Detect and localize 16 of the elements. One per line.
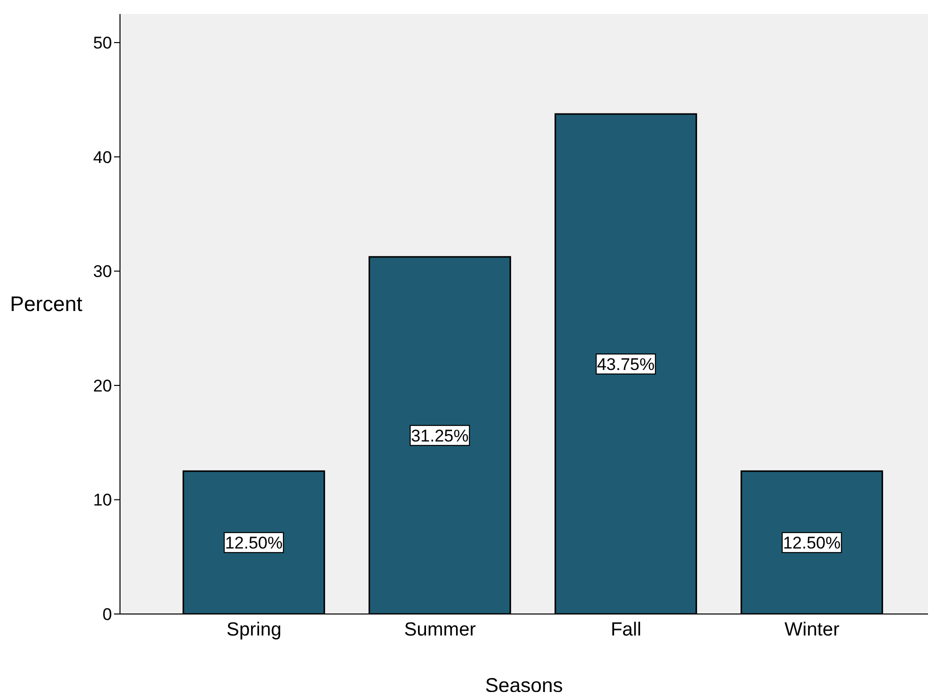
x-tick-label: Fall <box>610 619 642 640</box>
x-tick-label: Summer <box>404 619 477 640</box>
data-label: 31.25% <box>410 426 469 446</box>
y-tick-label: 0 <box>102 605 112 624</box>
y-tick-label: 20 <box>93 376 112 396</box>
data-label: 43.75% <box>596 355 655 374</box>
x-axis-title: Seasons <box>485 675 563 697</box>
y-tick-label: 50 <box>93 34 112 53</box>
x-tick-label: Winter <box>784 619 840 640</box>
y-axis-title: Percent <box>10 293 83 316</box>
data-label: 12.50% <box>782 534 841 553</box>
y-tick-label: 10 <box>93 490 112 510</box>
y-tick-label: 30 <box>93 262 112 282</box>
x-tick-label: Spring <box>226 619 282 640</box>
y-tick-label: 40 <box>93 148 112 167</box>
data-label: 12.50% <box>224 534 283 553</box>
